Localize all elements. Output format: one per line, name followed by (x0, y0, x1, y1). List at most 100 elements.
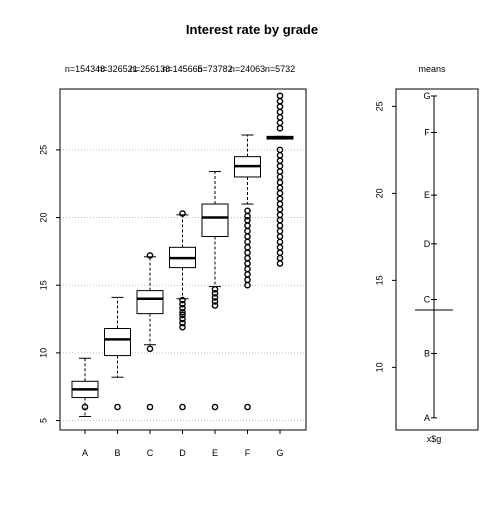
mean-label-G: G (423, 91, 430, 101)
outlier-point (211, 403, 219, 411)
outlier-point (276, 119, 284, 127)
outlier-point (244, 265, 251, 273)
y-tick-label: 15 (38, 280, 48, 290)
outlier-point (244, 403, 251, 411)
x-tick-label: E (212, 448, 218, 458)
x-tick-label: G (276, 448, 283, 458)
outlier-point (179, 403, 186, 411)
count-label: n=24063 (230, 64, 265, 74)
outlier-point (276, 254, 284, 262)
outlier-point (211, 290, 219, 297)
y-tick-label: 10 (374, 362, 384, 372)
y-tick-label: 15 (374, 275, 384, 285)
outlier-point (276, 222, 284, 229)
outlier-point (179, 296, 186, 304)
outlier-point (276, 227, 284, 235)
count-label: n=5732 (265, 64, 295, 74)
outlier-point (179, 323, 186, 331)
outlier-point (276, 260, 284, 267)
mean-label-F: F (424, 127, 430, 137)
outlier-point (276, 233, 284, 240)
outlier-point (276, 103, 284, 110)
outlier-point (146, 252, 154, 259)
outlier-point (244, 254, 251, 262)
x-tick-label: B (114, 448, 120, 458)
box-B (104, 328, 131, 357)
outlier-point (276, 184, 284, 192)
outlier-point (211, 298, 219, 305)
outlier-point (179, 308, 186, 316)
count-label: n=145665 (162, 64, 202, 74)
outlier-point (114, 403, 121, 411)
outlier-point (276, 173, 284, 181)
outlier-point (179, 304, 186, 312)
outlier-point (244, 260, 251, 267)
outlier-point (146, 345, 154, 353)
outlier-point (276, 244, 284, 251)
outlier-point (276, 157, 284, 165)
y-tick-label: 25 (38, 145, 48, 155)
box-E (201, 203, 229, 237)
outlier-point (244, 233, 251, 240)
outlier-point (276, 162, 284, 170)
y-tick-label: 5 (38, 418, 48, 423)
x-tick-label: A (82, 448, 88, 458)
outlier-point (244, 222, 251, 229)
plot-frame-right (395, 88, 479, 431)
chart-title: Interest rate by grade (185, 22, 319, 37)
outlier-point (179, 319, 186, 327)
count-label: n=73782 (197, 64, 232, 74)
outlier-point (276, 168, 284, 175)
mean-label-B: B (424, 348, 430, 358)
outlier-point (276, 211, 284, 219)
outlier-point (276, 179, 284, 186)
count-label: n=154348 (65, 64, 105, 74)
y-tick-label: 10 (38, 348, 48, 358)
y-tick-label: 20 (374, 188, 384, 198)
outlier-point (211, 294, 219, 301)
outlier-point (211, 302, 219, 309)
y-tick-label: 25 (374, 101, 384, 111)
outlier-point (276, 114, 284, 121)
mean-label-C: C (424, 295, 431, 305)
outlier-point (244, 276, 251, 284)
outlier-point (244, 249, 251, 257)
outlier-point (211, 285, 219, 293)
x-tick-label: F (245, 448, 251, 458)
means-title: means (418, 64, 446, 74)
outlier-point (179, 210, 186, 217)
x-tick-label: D (179, 448, 186, 458)
outlier-point (244, 238, 251, 246)
outlier-point (244, 216, 251, 224)
outlier-point (276, 92, 284, 100)
outlier-point (244, 271, 251, 278)
outlier-point (276, 189, 284, 197)
y-tick-label: 20 (38, 213, 48, 223)
mean-label-D: D (424, 239, 431, 249)
count-label: n=326521 (97, 64, 137, 74)
means-x-label: x$g (427, 434, 442, 444)
outlier-point (276, 97, 284, 105)
outlier-point (276, 124, 284, 132)
outlier-point (244, 244, 251, 251)
outlier-point (276, 146, 284, 154)
outlier-point (276, 195, 284, 202)
outlier-point (276, 200, 284, 208)
outlier-point (276, 238, 284, 246)
outlier-point (276, 108, 284, 116)
outlier-point (81, 403, 89, 411)
outlier-point (276, 206, 284, 213)
outlier-point (146, 403, 154, 411)
outlier-point (179, 315, 186, 323)
outlier-point (276, 152, 284, 159)
box-C (136, 290, 164, 315)
outlier-point (276, 216, 284, 224)
outlier-point (276, 249, 284, 257)
mean-label-A: A (424, 413, 430, 423)
outlier-point (179, 311, 186, 319)
count-label: n=256138 (130, 64, 170, 74)
x-tick-label: C (147, 448, 154, 458)
mean-label-E: E (424, 190, 430, 200)
